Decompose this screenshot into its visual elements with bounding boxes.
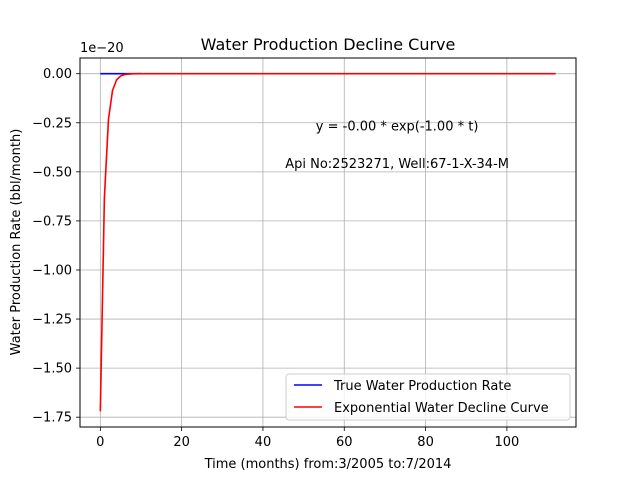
- y-tick-label: −0.50: [32, 165, 72, 180]
- y-tick-label: −1.75: [32, 411, 72, 426]
- legend-label-decline-curve: Exponential Water Decline Curve: [334, 401, 549, 416]
- x-tick-label: 40: [255, 435, 272, 450]
- plot-frame: [79, 57, 577, 428]
- x-tick-label: 80: [417, 435, 434, 450]
- x-tick-label: 0: [96, 435, 104, 450]
- x-tick-label: 20: [173, 435, 190, 450]
- x-tick-label: 100: [494, 435, 519, 450]
- chart-title: Water Production Decline Curve: [201, 35, 456, 54]
- annotations: y = -0.00 * exp(-1.00 * t) Api No:252327…: [285, 120, 509, 172]
- well-annotation: Api No:2523271, Well:67-1-X-34-M: [285, 157, 509, 172]
- equation-annotation: y = -0.00 * exp(-1.00 * t): [316, 120, 479, 135]
- legend: True Water Production Rate Exponential W…: [285, 373, 571, 421]
- y-tick-label: −1.00: [32, 263, 72, 278]
- y-tick-label: −0.25: [32, 116, 72, 131]
- legend-box: [285, 373, 571, 421]
- legend-label-true-rate: True Water Production Rate: [333, 379, 511, 394]
- series-lines: [99, 72, 556, 412]
- y-axis-label: Water Production Rate (bbl/month): [9, 129, 24, 356]
- y-tick-label: −1.50: [32, 362, 72, 377]
- y-tick-label: −1.25: [32, 313, 72, 328]
- series-line-1: [99, 72, 556, 412]
- y-tick-label: 0.00: [43, 67, 72, 82]
- y-offset-label: 1e−20: [80, 41, 124, 56]
- x-axis-label: Time (months) from:3/2005 to:7/2014: [204, 457, 452, 472]
- x-tick-label: 60: [336, 435, 353, 450]
- y-tick-label: −0.75: [32, 214, 72, 229]
- y-axis-ticks: 0.00 −0.25 −0.50 −0.75 −1.00 −1.25 −1.50 −1.75: [32, 67, 80, 426]
- x-axis-ticks: 0 20 40 60 80 100: [96, 427, 519, 450]
